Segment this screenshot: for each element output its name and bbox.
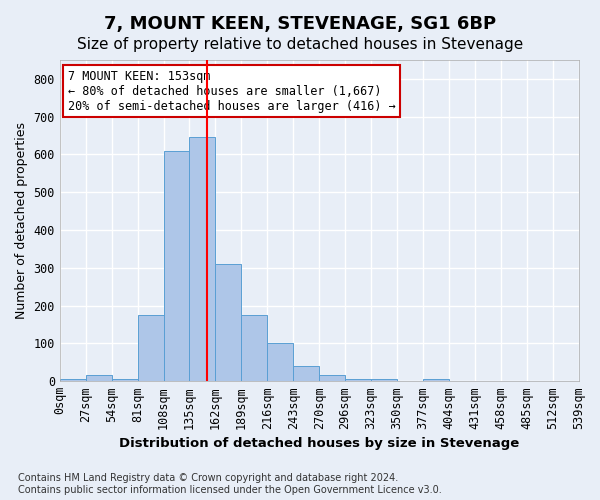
Bar: [60, 379, 86, 381]
Bar: [164, 150, 190, 381]
Y-axis label: Number of detached properties: Number of detached properties: [15, 122, 28, 319]
Text: 7 MOUNT KEEN: 153sqm
← 80% of detached houses are smaller (1,667)
20% of semi-de: 7 MOUNT KEEN: 153sqm ← 80% of detached h…: [68, 70, 395, 112]
Bar: [319, 376, 345, 381]
Bar: [371, 379, 397, 381]
Bar: [86, 376, 112, 381]
Bar: [267, 344, 293, 381]
Bar: [190, 138, 215, 381]
Bar: [293, 366, 319, 381]
X-axis label: Distribution of detached houses by size in Stevenage: Distribution of detached houses by size …: [119, 437, 519, 450]
Bar: [137, 315, 164, 381]
Text: Size of property relative to detached houses in Stevenage: Size of property relative to detached ho…: [77, 38, 523, 52]
Bar: [215, 264, 241, 381]
Text: Contains HM Land Registry data © Crown copyright and database right 2024.
Contai: Contains HM Land Registry data © Crown c…: [18, 474, 442, 495]
Bar: [112, 379, 137, 381]
Text: 7, MOUNT KEEN, STEVENAGE, SG1 6BP: 7, MOUNT KEEN, STEVENAGE, SG1 6BP: [104, 15, 496, 33]
Bar: [241, 315, 267, 381]
Bar: [345, 379, 371, 381]
Bar: [423, 379, 449, 381]
